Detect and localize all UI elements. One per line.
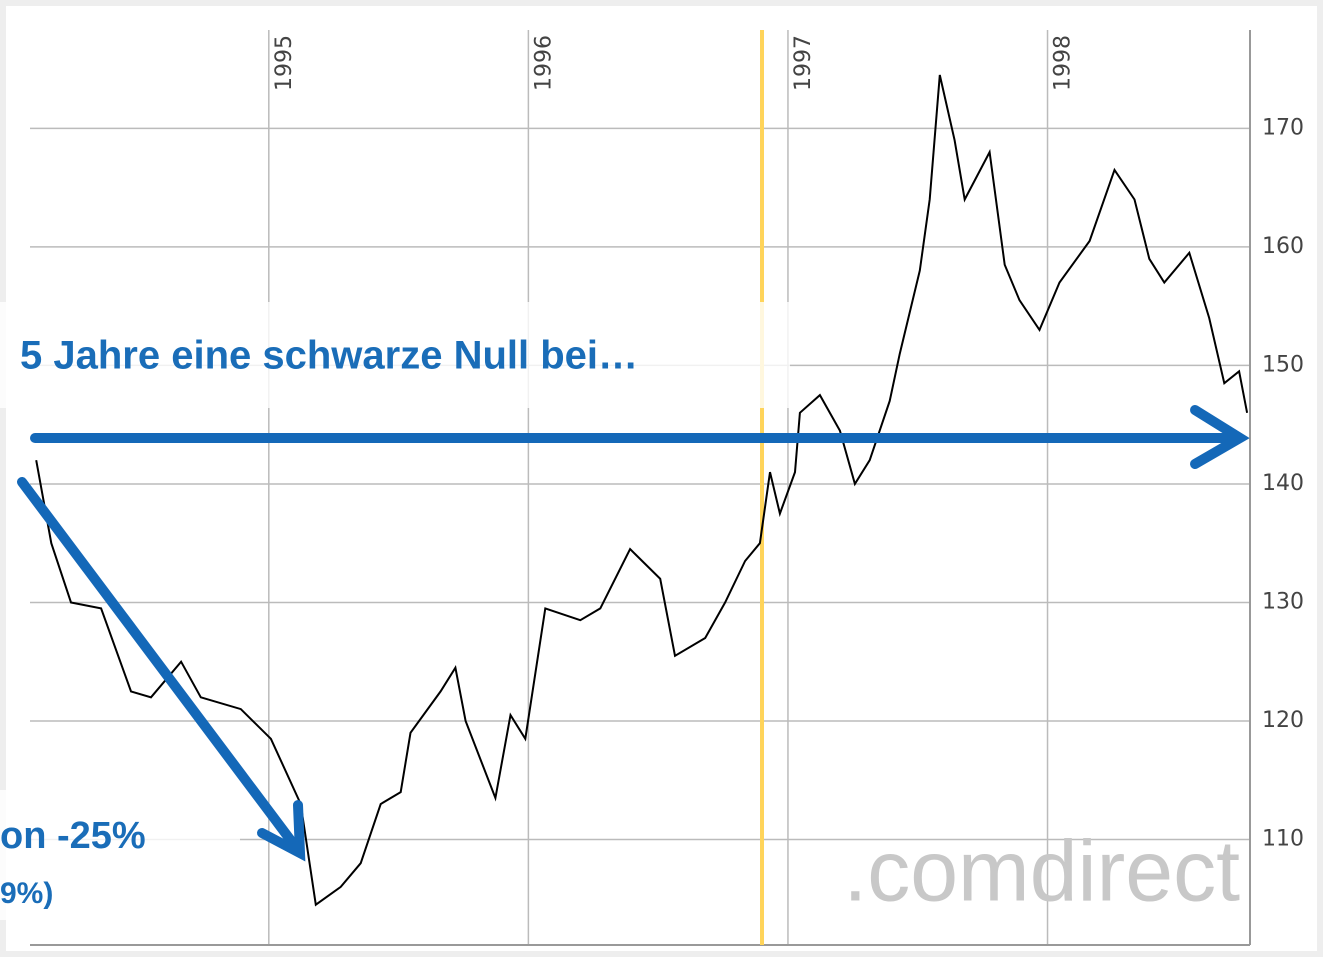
x-tick-label: 1997 (791, 35, 816, 91)
y-tick-label: 140 (1262, 471, 1304, 496)
x-tick-label: 1995 (272, 35, 297, 91)
arrow-head (257, 800, 306, 862)
y-tick-label: 170 (1262, 115, 1304, 140)
y-tick-label: 150 (1262, 352, 1304, 377)
arrow (17, 477, 303, 855)
y-tick-label: 130 (1262, 589, 1304, 614)
annotation: 5 Jahre eine schwarze Null bei… (20, 334, 638, 378)
annotation: on -25% (0, 815, 146, 857)
annotation-box (0, 302, 790, 408)
y-tick-label: 120 (1262, 708, 1304, 733)
arrow-head (1190, 405, 1250, 469)
annotation-box (0, 790, 240, 920)
arrows (17, 405, 1250, 862)
x-tick-label: 1998 (1051, 35, 1076, 91)
y-tick-label: 160 (1262, 234, 1304, 259)
x-tick-label: 1996 (531, 35, 556, 91)
line (35, 74, 1249, 907)
watermark: .comdirect (843, 824, 1240, 920)
y-tick-label: 110 (1262, 827, 1304, 852)
annotation: 9%) (0, 877, 53, 910)
